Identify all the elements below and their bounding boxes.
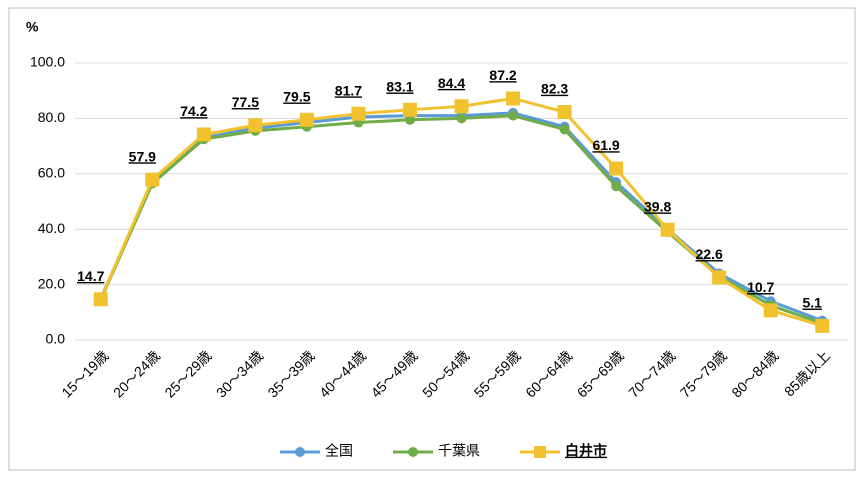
data-label: 74.2 — [180, 103, 207, 119]
marker — [557, 105, 572, 120]
legend-marker — [534, 446, 546, 458]
data-label: 82.3 — [541, 81, 568, 97]
marker — [559, 124, 570, 135]
legend-label: 全国 — [325, 443, 353, 459]
y-tick-label: 60.0 — [38, 165, 65, 181]
data-label: 83.1 — [386, 79, 413, 95]
data-label: 57.9 — [129, 148, 156, 164]
marker — [712, 270, 727, 285]
data-label: 79.5 — [283, 88, 310, 104]
legend-marker — [295, 447, 305, 457]
data-label: 81.7 — [335, 82, 362, 98]
marker — [609, 161, 624, 176]
data-label: 22.6 — [696, 246, 723, 262]
data-label: 39.8 — [644, 198, 671, 214]
data-label: 84.4 — [438, 75, 465, 91]
marker — [506, 91, 521, 106]
marker — [93, 292, 108, 307]
marker — [351, 106, 366, 121]
y-tick-label: 40.0 — [38, 220, 65, 236]
marker — [299, 112, 314, 127]
data-label: 61.9 — [592, 137, 619, 153]
marker — [611, 181, 622, 192]
data-label: 77.5 — [232, 94, 259, 110]
marker — [248, 118, 263, 133]
data-label: 10.7 — [747, 279, 774, 295]
marker — [815, 318, 830, 333]
y-tick-label: 20.0 — [38, 275, 65, 291]
legend-marker — [408, 447, 418, 457]
marker — [454, 99, 469, 114]
marker — [456, 113, 467, 124]
marker — [508, 110, 519, 121]
marker — [402, 102, 417, 117]
legend-label: 千葉県 — [438, 443, 480, 459]
legend-label: 白井市 — [565, 443, 607, 459]
y-tick-label: 80.0 — [38, 109, 65, 125]
y-tick-label: 0.0 — [46, 331, 66, 347]
data-label: 87.2 — [489, 67, 516, 83]
y-axis-label: % — [26, 19, 39, 35]
y-tick-label: 100.0 — [30, 54, 65, 70]
marker — [404, 114, 415, 125]
marker — [763, 303, 778, 318]
marker — [660, 222, 675, 237]
data-label: 14.7 — [77, 268, 104, 284]
chart-frame — [8, 7, 856, 471]
marker — [196, 127, 211, 142]
data-label: 5.1 — [802, 295, 822, 311]
marker — [145, 172, 160, 187]
